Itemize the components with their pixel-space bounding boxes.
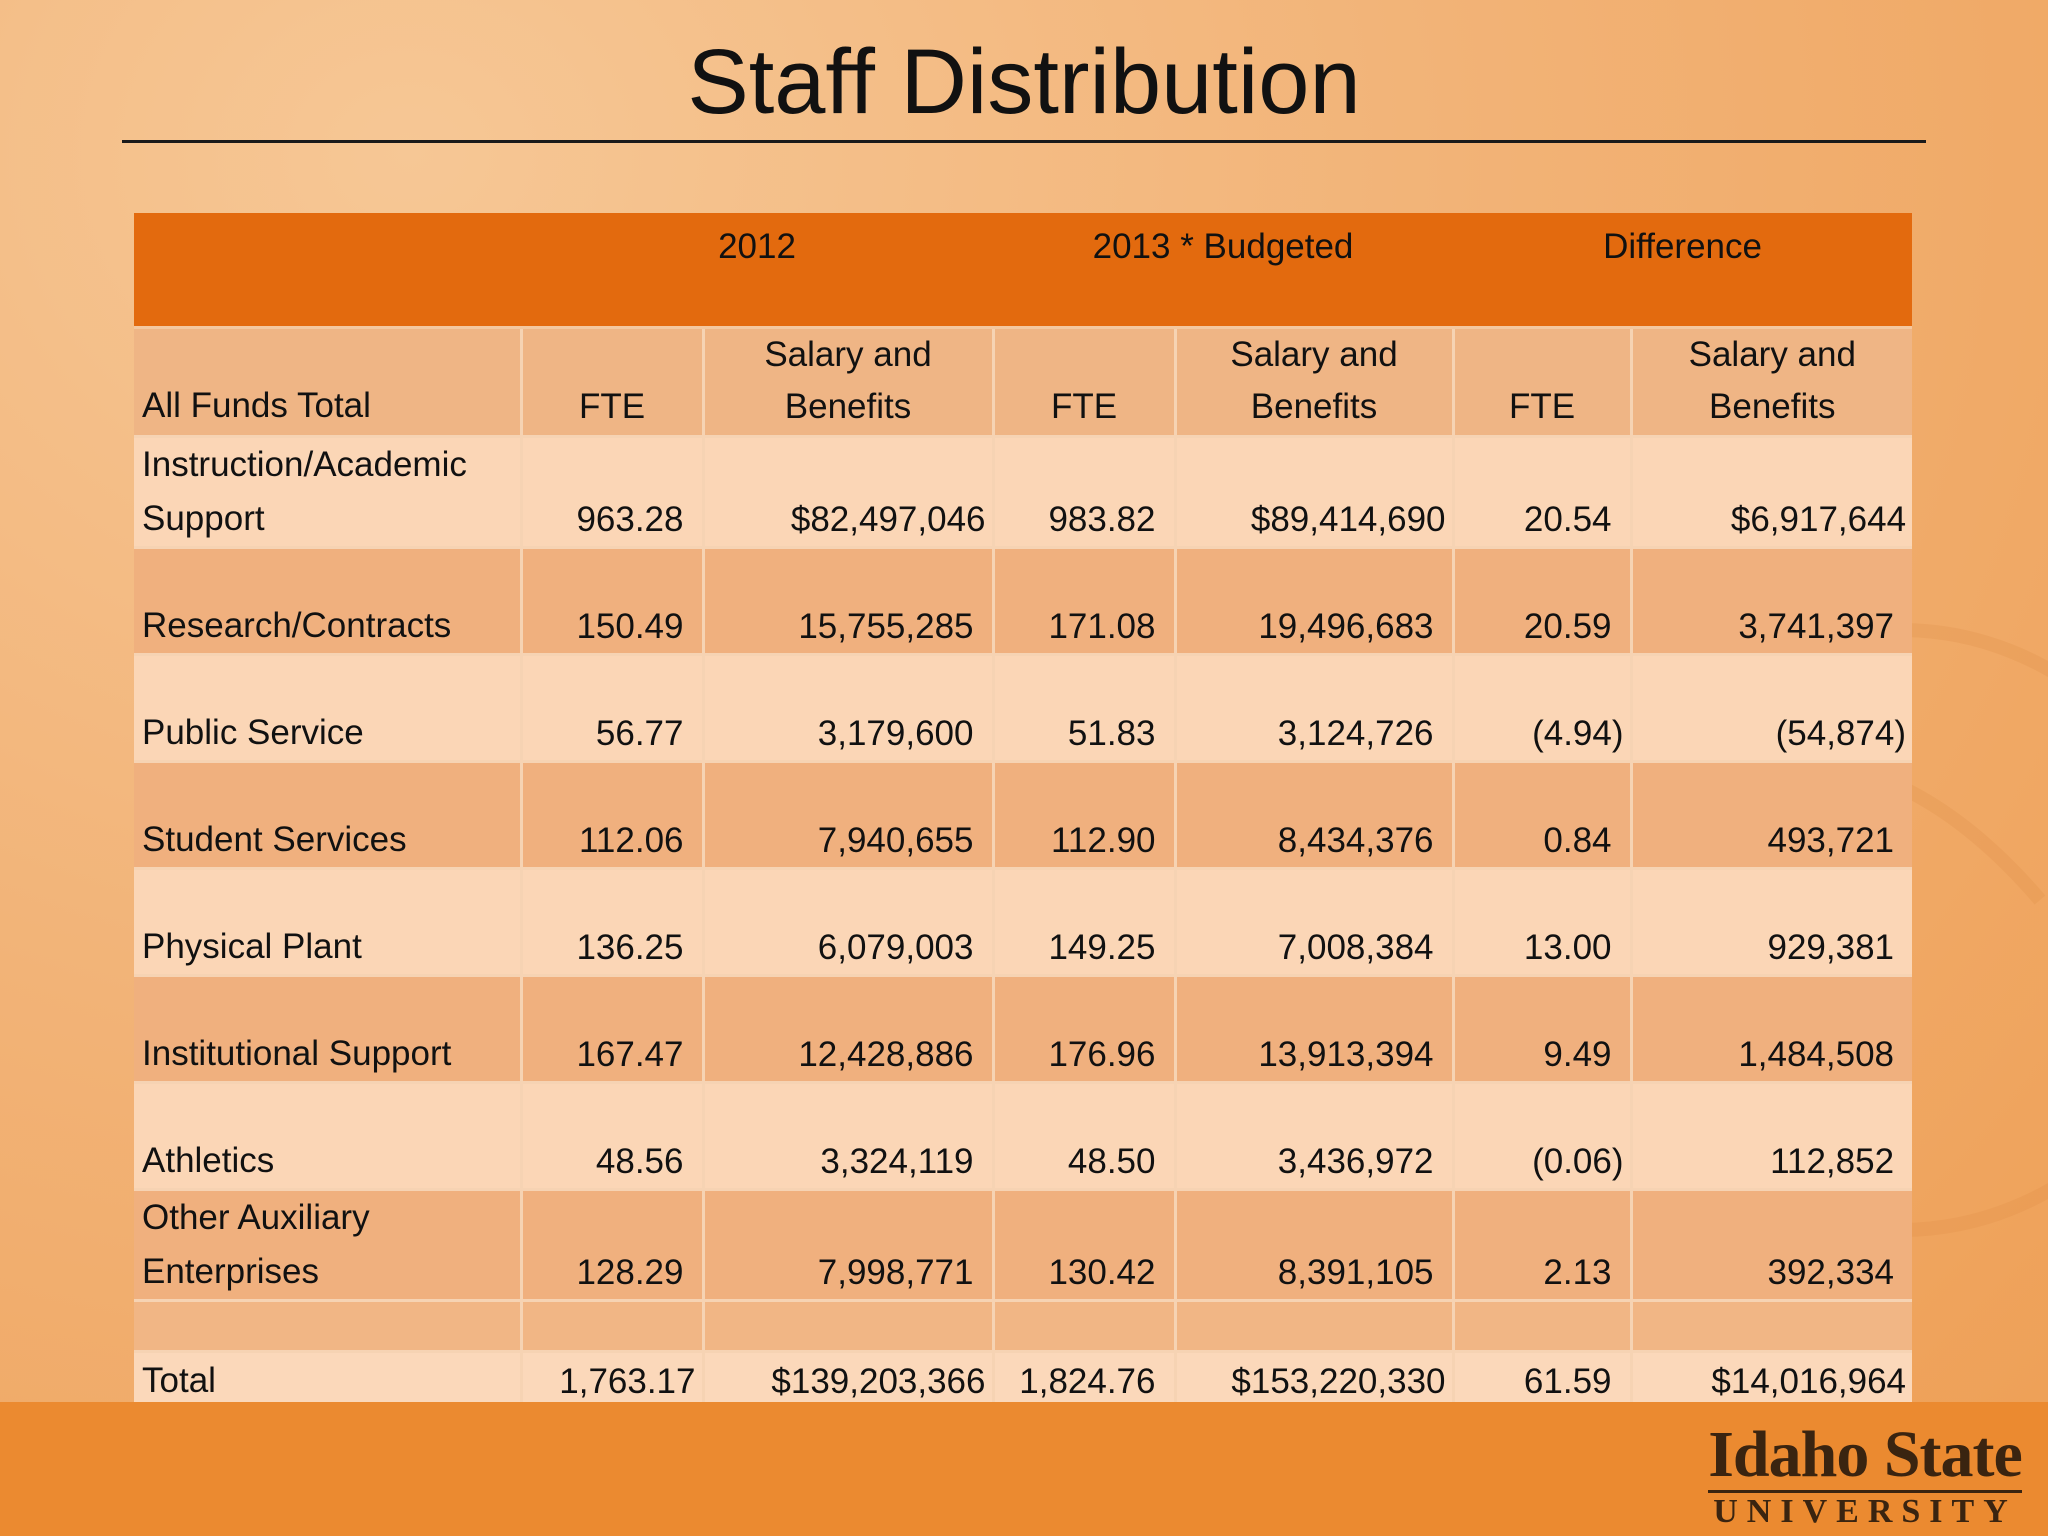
column-header-all-funds: All Funds Total bbox=[134, 327, 523, 438]
row-label: Public Service bbox=[134, 654, 523, 763]
cell-fte-2013: 130.42 bbox=[993, 1189, 1177, 1302]
column-header-fte-2012: FTE bbox=[521, 327, 705, 438]
cell-fte-2013: 983.82 bbox=[993, 436, 1177, 549]
table-row: Research/Contracts 150.49 15,755,285 171… bbox=[134, 547, 1913, 656]
staff-distribution-table: 2012 2013 * Budgeted Difference All Fund… bbox=[134, 213, 1913, 1408]
cell-salary-2012: 15,755,285 bbox=[703, 547, 995, 656]
table-row: Institutional Support 167.47 12,428,886 … bbox=[134, 975, 1913, 1084]
footer-band bbox=[0, 1402, 2048, 1536]
cell-salary-2013: 19,496,683 bbox=[1175, 547, 1455, 656]
row-label: Athletics bbox=[134, 1082, 523, 1191]
cell-salary-2012: $82,497,046 bbox=[703, 436, 995, 549]
cell-salary-2013: 13,913,394 bbox=[1175, 975, 1455, 1084]
total-fte-difference: 61.59 bbox=[1453, 1351, 1633, 1408]
cell-fte-2012: 963.28 bbox=[521, 436, 705, 549]
cell-salary-2012: 6,079,003 bbox=[703, 868, 995, 977]
cell-fte-difference: 9.49 bbox=[1453, 975, 1633, 1084]
total-fte-2013: 1,824.76 bbox=[993, 1351, 1177, 1408]
row-label: Other Auxiliary Enterprises bbox=[134, 1189, 523, 1302]
cell-fte-2012: 112.06 bbox=[521, 761, 705, 870]
cell-fte-difference: 20.54 bbox=[1453, 436, 1633, 549]
total-label: Total bbox=[134, 1351, 523, 1408]
cell-salary-2013: 8,391,105 bbox=[1175, 1189, 1455, 1302]
table-row: Other Auxiliary Enterprises 128.29 7,998… bbox=[134, 1189, 1913, 1302]
row-label: Student Services bbox=[134, 761, 523, 870]
cell-fte-2013: 48.50 bbox=[993, 1082, 1177, 1191]
logo-subtitle: UNIVERSITY bbox=[1708, 1490, 2022, 1529]
cell-fte-2013: 176.96 bbox=[993, 975, 1177, 1084]
group-header-2012: 2012 bbox=[521, 213, 993, 329]
university-logo: Idaho State UNIVERSITY bbox=[1700, 1420, 2030, 1529]
column-header-fte-difference: FTE bbox=[1453, 327, 1633, 438]
cell-salary-difference: (54,874) bbox=[1631, 654, 1913, 763]
cell-salary-2013: 7,008,384 bbox=[1175, 868, 1455, 977]
cell-fte-2013: 149.25 bbox=[993, 868, 1177, 977]
row-label: Instruction/Academic Support bbox=[134, 436, 523, 549]
table-row: Student Services 112.06 7,940,655 112.90… bbox=[134, 761, 1913, 870]
cell-salary-difference: 112,852 bbox=[1631, 1082, 1913, 1191]
total-row: Total 1,763.17 $139,203,366 1,824.76 $15… bbox=[134, 1351, 1913, 1408]
cell-salary-difference: 493,721 bbox=[1631, 761, 1913, 870]
cell-salary-2012: 3,179,600 bbox=[703, 654, 995, 763]
cell-fte-2012: 48.56 bbox=[521, 1082, 705, 1191]
column-header-salary-2012: Salary and Benefits bbox=[703, 327, 995, 438]
row-label: Institutional Support bbox=[134, 975, 523, 1084]
group-header-2013-budgeted: 2013 * Budgeted bbox=[993, 213, 1454, 329]
cell-fte-difference: 13.00 bbox=[1453, 868, 1633, 977]
cell-fte-difference: (0.06) bbox=[1453, 1082, 1633, 1191]
cell-fte-2013: 51.83 bbox=[993, 654, 1177, 763]
cell-fte-difference: 0.84 bbox=[1453, 761, 1633, 870]
cell-salary-2012: 7,940,655 bbox=[703, 761, 995, 870]
column-header-salary-difference: Salary and Benefits bbox=[1631, 327, 1913, 438]
title-divider bbox=[122, 140, 1926, 143]
page-title: Staff Distribution bbox=[687, 31, 1361, 133]
table-row: Instruction/Academic Support 963.28 $82,… bbox=[134, 436, 1913, 549]
spacer-row bbox=[134, 1300, 1913, 1353]
cell-fte-2012: 56.77 bbox=[521, 654, 705, 763]
cell-fte-2012: 167.47 bbox=[521, 975, 705, 1084]
cell-salary-2013: $89,414,690 bbox=[1175, 436, 1455, 549]
group-header-row: 2012 2013 * Budgeted Difference bbox=[134, 213, 1913, 329]
cell-salary-2013: 8,434,376 bbox=[1175, 761, 1455, 870]
cell-fte-2012: 150.49 bbox=[521, 547, 705, 656]
cell-salary-difference: $6,917,644 bbox=[1631, 436, 1913, 549]
cell-salary-2012: 3,324,119 bbox=[703, 1082, 995, 1191]
group-header-empty bbox=[134, 213, 521, 329]
table-row: Public Service 56.77 3,179,600 51.83 3,1… bbox=[134, 654, 1913, 763]
cell-salary-2013: 3,436,972 bbox=[1175, 1082, 1455, 1191]
table-row: Athletics 48.56 3,324,119 48.50 3,436,97… bbox=[134, 1082, 1913, 1191]
cell-fte-difference: 20.59 bbox=[1453, 547, 1633, 656]
cell-salary-2013: 3,124,726 bbox=[1175, 654, 1455, 763]
cell-fte-2013: 112.90 bbox=[993, 761, 1177, 870]
cell-fte-2012: 136.25 bbox=[521, 868, 705, 977]
total-salary-2012: $139,203,366 bbox=[703, 1351, 995, 1408]
row-label: Research/Contracts bbox=[134, 547, 523, 656]
cell-salary-2012: 7,998,771 bbox=[703, 1189, 995, 1302]
total-salary-difference: $14,016,964 bbox=[1631, 1351, 1913, 1408]
cell-salary-difference: 929,381 bbox=[1631, 868, 1913, 977]
cell-salary-difference: 1,484,508 bbox=[1631, 975, 1913, 1084]
total-fte-2012: 1,763.17 bbox=[521, 1351, 705, 1408]
logo-wordmark: Idaho State bbox=[1708, 1418, 2023, 1491]
cell-salary-difference: 392,334 bbox=[1631, 1189, 1913, 1302]
column-header-row: All Funds Total FTE Salary and Benefits … bbox=[134, 327, 1913, 438]
cell-fte-2013: 171.08 bbox=[993, 547, 1177, 656]
row-label: Physical Plant bbox=[134, 868, 523, 977]
cell-fte-difference: (4.94) bbox=[1453, 654, 1633, 763]
table-row: Physical Plant 136.25 6,079,003 149.25 7… bbox=[134, 868, 1913, 977]
cell-salary-2012: 12,428,886 bbox=[703, 975, 995, 1084]
column-header-salary-2013: Salary and Benefits bbox=[1175, 327, 1455, 438]
total-salary-2013: $153,220,330 bbox=[1175, 1351, 1455, 1408]
group-header-difference: Difference bbox=[1453, 213, 1913, 329]
cell-salary-difference: 3,741,397 bbox=[1631, 547, 1913, 656]
column-header-fte-2013: FTE bbox=[993, 327, 1177, 438]
cell-fte-difference: 2.13 bbox=[1453, 1189, 1633, 1302]
cell-fte-2012: 128.29 bbox=[521, 1189, 705, 1302]
